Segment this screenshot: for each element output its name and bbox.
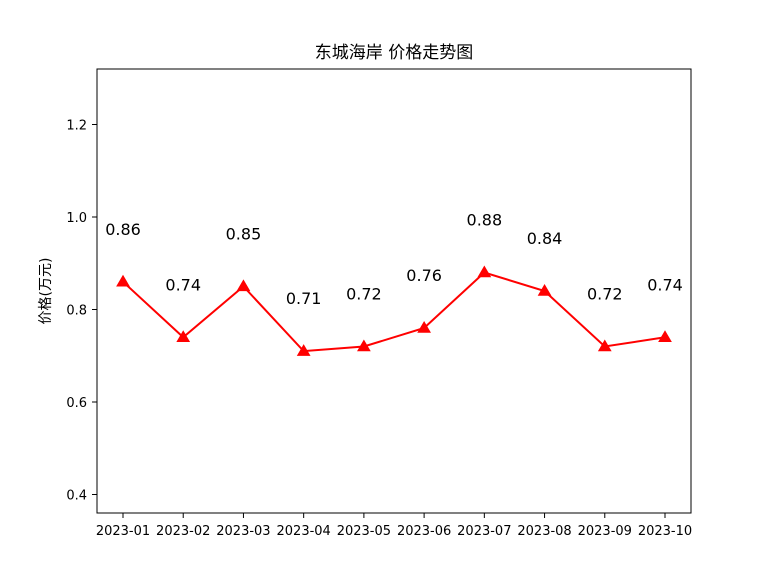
x-axis: 2023-01 2023-02 2023-03 2023-04 2023-05 2023-… <box>96 513 692 539</box>
data-labels-layer: 0.86 0.74 0.85 0.71 0.72 0.76 0.88 0.84 0.72 0.74 <box>105 211 683 309</box>
x-tick-label: 2023-08 <box>517 524 571 539</box>
data-label: 0.84 <box>527 229 563 248</box>
data-label: 0.72 <box>346 285 382 304</box>
data-point-marker <box>176 330 191 342</box>
data-point-marker <box>357 339 371 352</box>
data-label: 0.74 <box>165 275 201 294</box>
data-label: 0.85 <box>226 224 262 243</box>
data-point-marker <box>296 344 311 356</box>
x-tick-label: 2023-03 <box>216 524 270 539</box>
x-tick-label: 2023-01 <box>96 524 150 539</box>
chart-title: 东城海岸 价格走势图 <box>315 43 473 63</box>
x-tick-label: 2023-02 <box>156 524 210 539</box>
data-point-marker <box>116 274 130 287</box>
data-label: 0.76 <box>406 266 442 285</box>
data-label: 0.72 <box>587 285 623 304</box>
y-axis-label: 价格(万元) <box>38 258 54 325</box>
y-tick-label: 0.8 <box>66 304 87 319</box>
data-label: 0.88 <box>467 211 503 230</box>
series-line <box>122 271 666 353</box>
data-point-marker <box>597 339 612 352</box>
series-layer <box>116 265 672 356</box>
x-tick-label: 2023-07 <box>457 524 511 539</box>
data-point-marker <box>236 279 251 292</box>
plot-frame <box>96 68 692 514</box>
y-axis: 0.4 0.6 0.8 1.0 1.2 <box>66 119 97 504</box>
data-label: 0.86 <box>105 220 141 239</box>
y-tick-label: 0.4 <box>66 489 87 504</box>
x-tick-label: 2023-10 <box>638 524 692 539</box>
data-point-marker <box>417 321 431 333</box>
x-tick-label: 2023-04 <box>277 524 331 539</box>
x-tick-label: 2023-05 <box>337 524 391 539</box>
data-point-marker <box>537 284 552 296</box>
y-tick-label: 1.0 <box>66 211 87 226</box>
x-tick-label: 2023-09 <box>578 524 632 539</box>
data-point-marker <box>658 330 672 342</box>
data-label: 0.74 <box>647 275 683 294</box>
data-label: 0.71 <box>286 289 322 308</box>
data-point-marker <box>477 265 492 278</box>
y-tick-label: 1.2 <box>66 119 87 134</box>
y-tick-label: 0.6 <box>66 396 87 411</box>
x-tick-label: 2023-06 <box>397 524 451 539</box>
